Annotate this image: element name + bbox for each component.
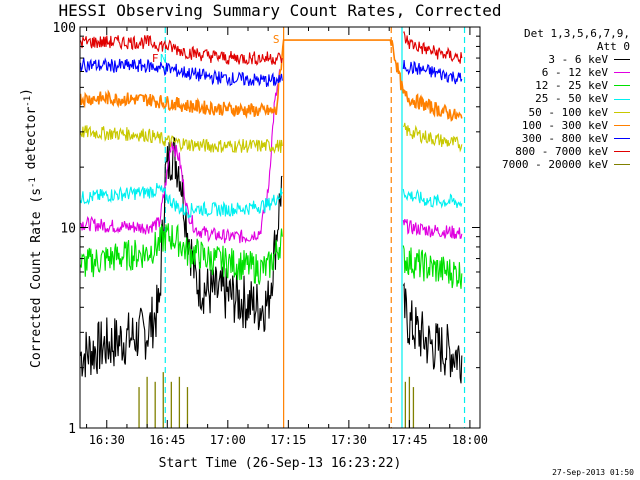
series-line-3-seg-0 xyxy=(79,183,283,219)
x-tick-label-0: 16:30 xyxy=(89,433,125,447)
x-axis-label: Start Time (26-Sep-13 16:23:22) xyxy=(159,456,402,471)
series-line-1-seg-1 xyxy=(402,218,463,239)
legend-entry-label: 800 - 7000 keV xyxy=(515,144,608,158)
legend-entries: 3 - 6 keV 6 - 12 keV 12 - 25 keV 25 - 50 ke… xyxy=(502,53,630,171)
y-axis-label: Corrected Count Rate (s-1 detector-1) xyxy=(19,88,44,368)
flag-label-n: N xyxy=(160,52,167,65)
legend-entry-label: 12 - 25 keV xyxy=(535,79,608,93)
series-line-3-seg-1 xyxy=(402,188,463,209)
generation-date: 27-Sep-2013 01:50 xyxy=(552,468,634,477)
series-line-0-seg-1 xyxy=(402,282,463,384)
x-tick-label-6: 18:00 xyxy=(452,433,488,447)
x-tick-label-5: 17:45 xyxy=(391,433,427,447)
y-tick-label-1: 10 xyxy=(60,222,76,237)
legend-entry-label: 7000 - 20000 keV xyxy=(502,157,608,171)
legend-swatch xyxy=(614,72,630,74)
legend-entry-7: 800 - 7000 keV xyxy=(502,145,630,158)
legend-entry-label: 6 - 12 keV xyxy=(541,66,608,80)
legend-swatch xyxy=(614,137,630,139)
flag-label-group: S F N xyxy=(152,33,280,65)
flag-label-f: F xyxy=(152,52,159,65)
legend-swatch xyxy=(614,98,630,100)
legend-entry-label: 3 - 6 keV xyxy=(548,53,608,67)
series-line-6-seg-0 xyxy=(79,57,283,88)
legend-header-line-2: Att 0 xyxy=(596,40,630,54)
legend-swatch xyxy=(614,150,630,152)
y-tick-label-0: 1 xyxy=(68,422,76,437)
legend-entry-label: 25 - 50 keV xyxy=(535,92,608,106)
legend-entry-1: 6 - 12 keV xyxy=(502,66,630,79)
legend-swatch xyxy=(614,111,630,113)
legend-entry-2: 12 - 25 keV xyxy=(502,79,630,92)
x-tick-label-3: 17:15 xyxy=(270,433,306,447)
legend-swatch xyxy=(614,59,630,61)
y-tick-label-2: 100 xyxy=(53,21,76,36)
series-line-4-seg-0 xyxy=(79,125,283,154)
flag-label-s: S xyxy=(273,33,280,46)
legend-entry-4: 50 - 100 keV xyxy=(502,106,630,119)
legend-entry-label: 300 - 800 keV xyxy=(521,131,608,145)
chart-title: HESSI Observing Summary Count Rates, Cor… xyxy=(58,1,502,20)
legend-header-line-1: Det 1,3,5,6,7,9, xyxy=(524,27,630,40)
x-tick-label-2: 17:00 xyxy=(210,433,246,447)
series-line-2-seg-0 xyxy=(79,223,283,285)
series-line-4-seg-1 xyxy=(402,122,463,153)
axes-group: 16:30 16:45 17:00 17:15 17:30 17:45 18:00 1 10 10… xyxy=(53,21,488,447)
series-group xyxy=(79,31,463,428)
series-line-6-seg-1 xyxy=(402,59,463,85)
legend-entry-6: 300 - 800 keV xyxy=(502,132,630,145)
series-line-7-seg-1 xyxy=(403,31,463,64)
series-line-2-seg-1 xyxy=(402,245,463,289)
legend-entry-3: 25 - 50 keV xyxy=(502,92,630,105)
vertical-marker-group xyxy=(164,27,466,428)
legend-entry-label: 50 - 100 keV xyxy=(528,105,608,119)
legend-entry-8: 7000 - 20000 keV xyxy=(502,158,630,171)
series-line-7-seg-0 xyxy=(79,35,283,66)
legend-entry-label: 100 - 300 keV xyxy=(521,118,608,132)
legend-swatch xyxy=(614,163,630,165)
x-tick-label-1: 16:45 xyxy=(149,433,185,447)
legend: Det 1,3,5,6,7,9, Att 0 3 - 6 keV 6 - 12 k… xyxy=(502,27,630,171)
legend-entry-0: 3 - 6 keV xyxy=(502,53,630,66)
series-line-5-seg-0 xyxy=(79,39,463,122)
series-line-1-seg-0 xyxy=(80,68,281,244)
legend-entry-5: 100 - 300 keV xyxy=(502,119,630,132)
series-line-0-seg-0 xyxy=(79,136,283,378)
legend-swatch xyxy=(614,85,630,87)
x-tick-label-4: 17:30 xyxy=(331,433,367,447)
legend-swatch xyxy=(614,124,630,126)
